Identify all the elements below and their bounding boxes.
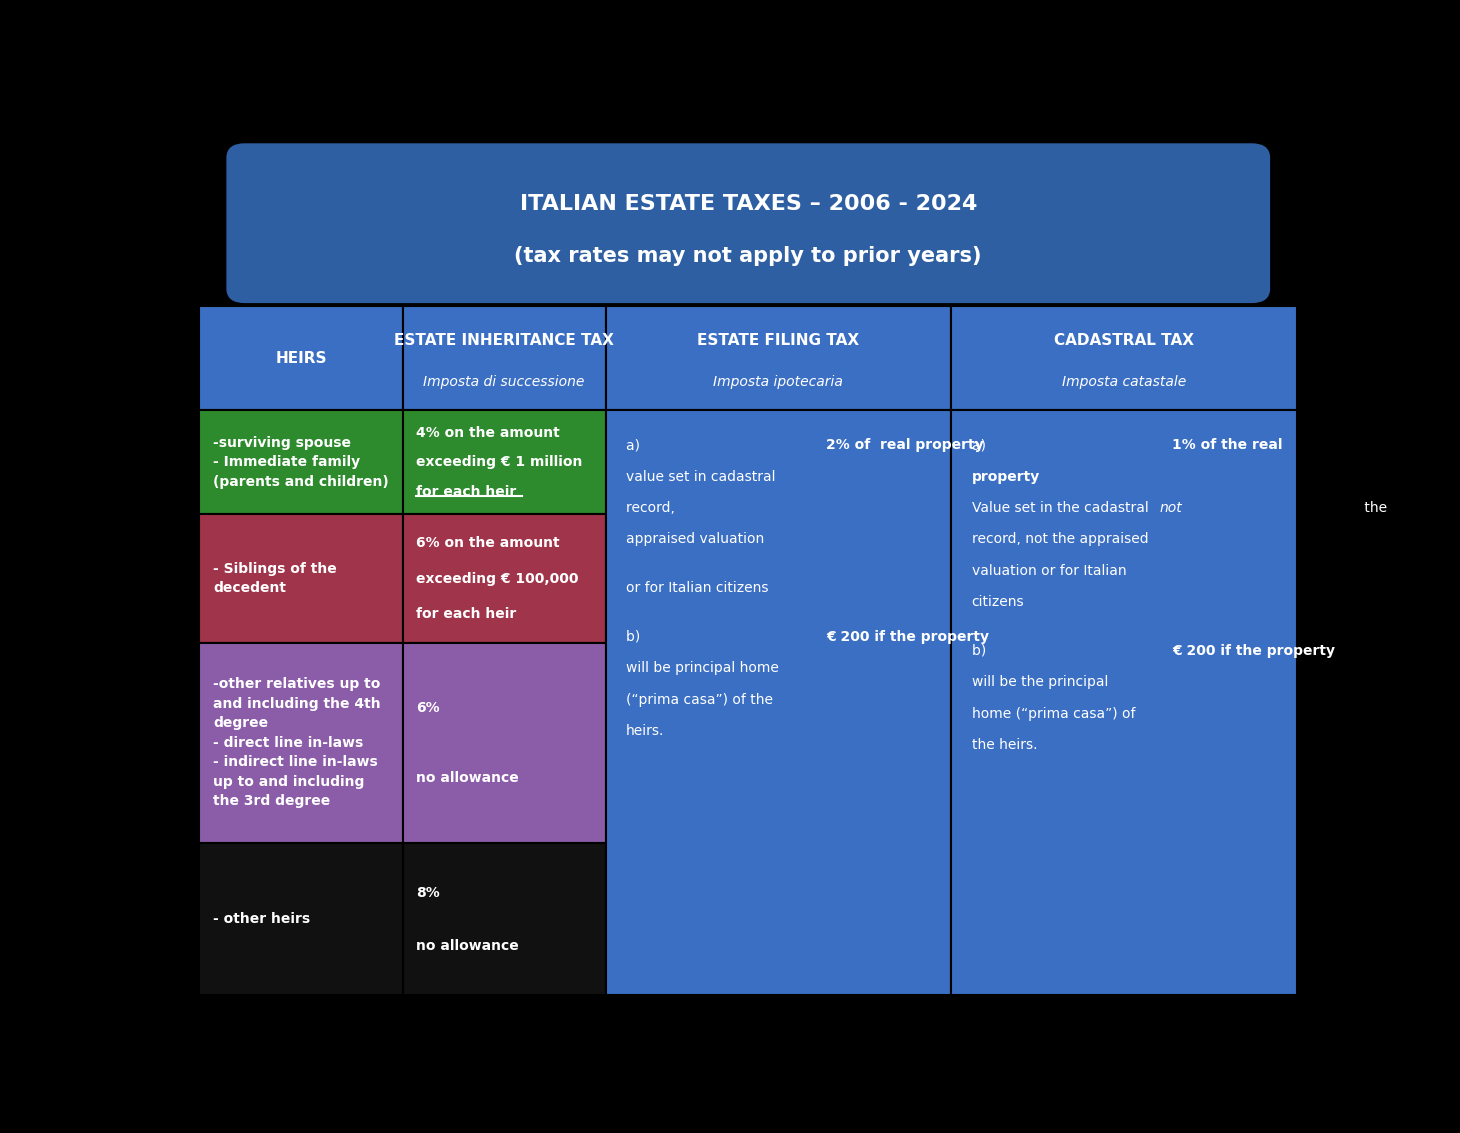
Text: appraised valuation: appraised valuation — [626, 533, 764, 546]
Text: will be principal home: will be principal home — [626, 662, 778, 675]
Text: € 200 if the property: € 200 if the property — [1172, 644, 1334, 658]
Text: record, not the appraised: record, not the appraised — [972, 533, 1148, 546]
Bar — [200, 843, 403, 995]
Text: exceeding € 100,000: exceeding € 100,000 — [416, 571, 578, 586]
Text: 6% on the amount: 6% on the amount — [416, 536, 559, 550]
FancyBboxPatch shape — [228, 145, 1269, 301]
Text: valuation or for Italian: valuation or for Italian — [972, 564, 1126, 578]
Bar — [952, 410, 1296, 995]
Text: Imposta catastale: Imposta catastale — [1061, 375, 1187, 389]
Bar — [200, 306, 403, 410]
Bar — [403, 514, 606, 642]
Bar — [606, 410, 952, 995]
Bar — [403, 642, 606, 843]
Text: CADASTRAL TAX: CADASTRAL TAX — [1054, 333, 1194, 348]
Text: exceeding € 1 million: exceeding € 1 million — [416, 455, 583, 469]
Text: 6%: 6% — [416, 701, 439, 715]
Text: property: property — [972, 469, 1040, 484]
Text: a): a) — [972, 438, 990, 452]
Bar — [403, 410, 606, 514]
Text: - Siblings of the
decedent: - Siblings of the decedent — [213, 562, 337, 595]
Text: 1% of the real: 1% of the real — [1172, 438, 1282, 452]
Text: (tax rates may not apply to prior years): (tax rates may not apply to prior years) — [514, 246, 983, 266]
Text: heirs.: heirs. — [626, 724, 664, 738]
Text: no allowance: no allowance — [416, 770, 518, 785]
Text: -other relatives up to
and including the 4th
degree
- direct line in-laws
- indi: -other relatives up to and including the… — [213, 678, 381, 808]
Bar — [403, 306, 606, 410]
Text: b): b) — [626, 630, 644, 644]
Text: value set in cadastral: value set in cadastral — [626, 469, 775, 484]
Bar — [606, 306, 952, 410]
Text: (“prima casa”) of the: (“prima casa”) of the — [626, 692, 772, 707]
Text: 2% of  real property: 2% of real property — [826, 438, 984, 452]
Text: citizens: citizens — [972, 595, 1025, 610]
Text: Imposta di successione: Imposta di successione — [423, 375, 585, 389]
Bar — [200, 642, 403, 843]
Text: HEIRS: HEIRS — [276, 351, 327, 366]
Text: Imposta ipotecaria: Imposta ipotecaria — [714, 375, 844, 389]
Text: or for Italian citizens: or for Italian citizens — [626, 581, 768, 595]
Text: Value set in the cadastral: Value set in the cadastral — [972, 501, 1149, 516]
Text: ESTATE FILING TAX: ESTATE FILING TAX — [698, 333, 860, 348]
Text: for each heir: for each heir — [416, 485, 517, 499]
Text: record,: record, — [626, 501, 679, 516]
Text: will be the principal: will be the principal — [972, 675, 1108, 689]
Text: ITALIAN ESTATE TAXES – 2006 - 2024: ITALIAN ESTATE TAXES – 2006 - 2024 — [520, 194, 977, 214]
Text: b): b) — [972, 644, 990, 658]
Bar — [200, 410, 403, 514]
Text: the heirs.: the heirs. — [972, 738, 1037, 752]
Text: home (“prima casa”) of: home (“prima casa”) of — [972, 707, 1136, 721]
Text: ESTATE INHERITANCE TAX: ESTATE INHERITANCE TAX — [394, 333, 615, 348]
Text: not: not — [1161, 501, 1183, 516]
Text: for each heir: for each heir — [416, 607, 517, 622]
Text: € 200 if the property: € 200 if the property — [826, 630, 990, 644]
Bar — [200, 514, 403, 642]
Text: 8%: 8% — [416, 886, 439, 900]
Bar — [952, 306, 1296, 410]
Text: 4% on the amount: 4% on the amount — [416, 426, 559, 441]
Text: - other heirs: - other heirs — [213, 912, 310, 926]
Text: no allowance: no allowance — [416, 939, 518, 953]
Text: a): a) — [626, 438, 644, 452]
Text: the: the — [1361, 501, 1387, 516]
Text: -surviving spouse
- Immediate family
(parents and children): -surviving spouse - Immediate family (pa… — [213, 436, 388, 488]
Bar — [403, 843, 606, 995]
